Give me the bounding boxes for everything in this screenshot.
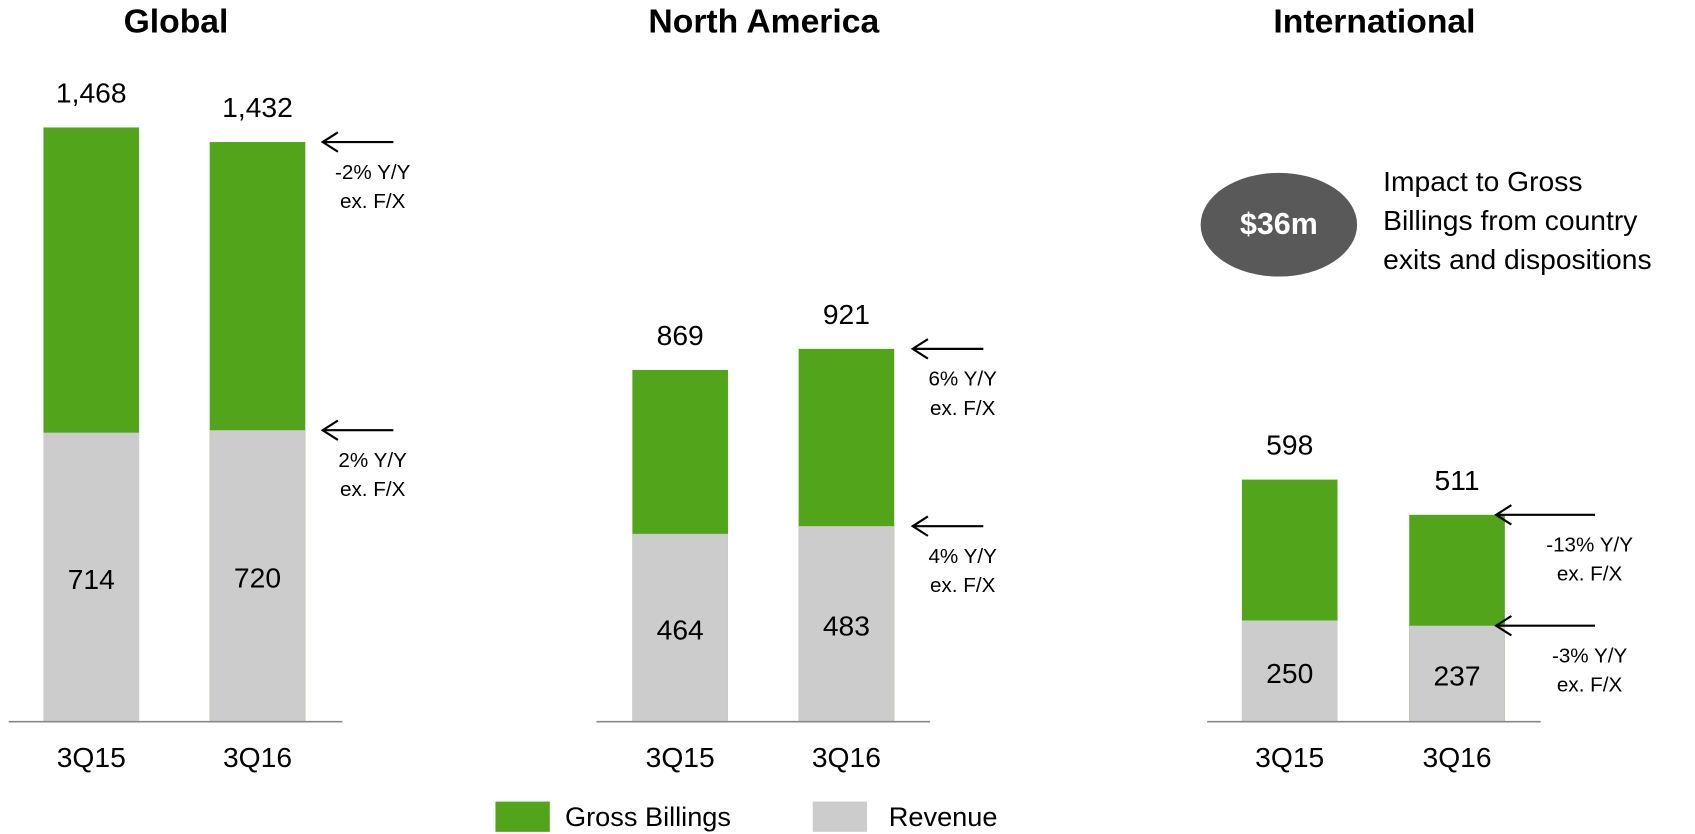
legend-label: Revenue (889, 801, 998, 832)
callout-label: $36m (1240, 208, 1318, 241)
chart-title: North America (648, 4, 879, 41)
callout-text: Billings from country (1383, 205, 1638, 236)
annotation: ex. F/X (1557, 563, 1623, 586)
annotation: ex. F/X (930, 397, 996, 420)
annotation: -13% Y/Y (1546, 534, 1633, 557)
arrow-head (910, 515, 929, 537)
annotation: 4% Y/Y (928, 545, 997, 568)
value-label: 921 (823, 299, 870, 330)
annotation: ex. F/X (340, 478, 406, 501)
revenue-bar (43, 432, 140, 722)
arrow-head (320, 131, 339, 153)
x-tick-label: 3Q16 (223, 742, 292, 773)
annotation: 6% Y/Y (928, 368, 997, 391)
value-label: 714 (68, 564, 115, 595)
value-label: 483 (823, 611, 870, 642)
x-tick-label: 3Q15 (57, 742, 126, 773)
value-label: 237 (1433, 660, 1480, 691)
revenue-bar (632, 533, 728, 722)
callout-text: exits and dispositions (1383, 244, 1651, 275)
value-label: 720 (234, 563, 281, 594)
annotation: ex. F/X (1557, 674, 1623, 697)
callout-bubble (1200, 172, 1358, 277)
annotation: ex. F/X (340, 190, 406, 213)
x-tick-label: 3Q16 (812, 742, 881, 773)
value-label: 464 (657, 615, 704, 646)
revenue-bar (209, 430, 306, 722)
value-label: 1,468 (56, 78, 127, 109)
arrow-head (1494, 504, 1512, 526)
x-tick-label: 3Q16 (1423, 742, 1492, 773)
annotation: -2% Y/Y (335, 161, 411, 184)
arrow-head (320, 419, 339, 441)
revenue-bar (798, 526, 895, 722)
chart-title: Global (124, 4, 229, 41)
arrow-head (1494, 615, 1512, 637)
value-label: 250 (1266, 658, 1313, 689)
annotation: -3% Y/Y (1552, 645, 1628, 668)
legend-swatch (812, 801, 868, 832)
legend-swatch (495, 801, 550, 832)
value-label: 598 (1266, 430, 1313, 461)
x-tick-label: 3Q15 (1255, 742, 1324, 773)
value-label: 511 (1435, 465, 1480, 496)
legend-label: Gross Billings (565, 801, 731, 832)
value-label: 869 (657, 320, 704, 351)
chart-title: International (1273, 4, 1475, 41)
annotation: 2% Y/Y (338, 449, 407, 472)
value-label: 1,432 (222, 92, 293, 123)
x-tick-label: 3Q15 (646, 742, 715, 773)
revenue-bar (1241, 620, 1338, 722)
arrow-head (910, 338, 929, 360)
annotation: ex. F/X (930, 574, 996, 597)
revenue-bar (1409, 625, 1505, 722)
callout-text: Impact to Gross (1383, 166, 1582, 197)
